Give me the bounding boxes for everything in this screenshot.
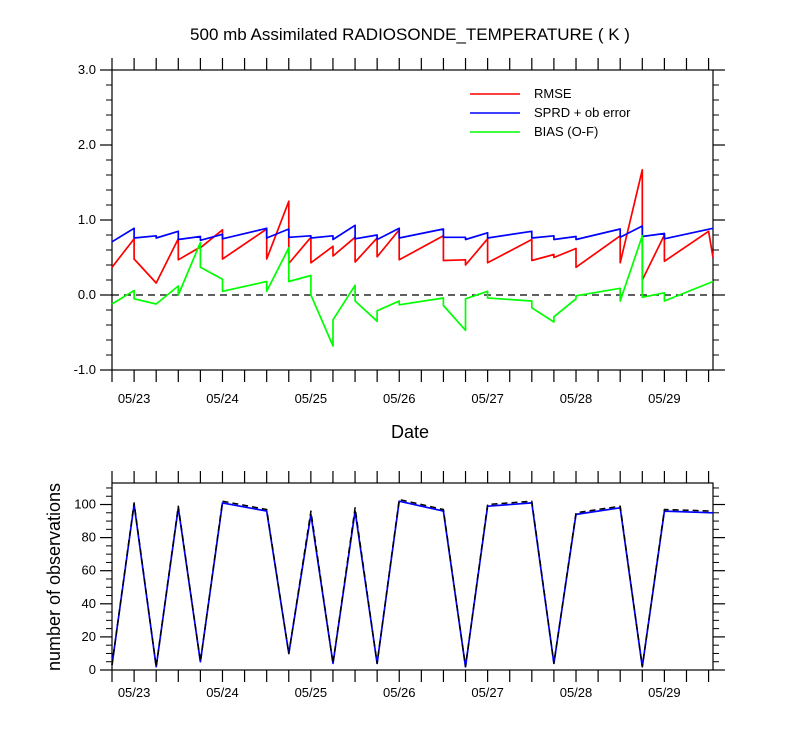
legend: RMSE SPRD + ob error BIAS (O-F) (470, 86, 631, 139)
main-y-tick-label: 2.0 (78, 137, 96, 152)
main-panel: 05/23 05/24 05/25 05/26 05/27 05/28 05/29 -1.0 0… (74, 58, 725, 406)
x-axis-label: Date (391, 422, 429, 442)
main-series-sprd-ob-error (111, 224, 714, 243)
obs-y-tick-label: 40 (82, 596, 96, 611)
obs-y-tick-label: 80 (82, 530, 96, 545)
obs-y-tick-label: 0 (89, 662, 96, 677)
obs-y-tick-label: 60 (82, 563, 96, 578)
obs-x-tick-label: 05/26 (383, 685, 416, 700)
obs-y-tick-label: 100 (74, 497, 96, 512)
chart-title: 500 mb Assimilated RADIOSONDE_TEMPERATUR… (190, 25, 630, 44)
obs-x-tick-label: 05/29 (648, 685, 681, 700)
main-x-tick-label: 05/24 (206, 391, 239, 406)
legend-label-rmse: RMSE (534, 86, 572, 101)
main-y-tick-label: 1.0 (78, 212, 96, 227)
obs-y-tick-label: 20 (82, 629, 96, 644)
main-series-bias-o-f (111, 234, 714, 347)
main-x-tick-label: 05/28 (560, 391, 593, 406)
obs-panel: 05/23 05/24 05/25 05/26 05/27 05/28 05/29 0 20 40… (74, 471, 725, 700)
chart-marks: 05/23 05/24 05/25 05/26 05/27 05/28 05/29 -1.0 0… (74, 58, 725, 700)
main-series-rmse (111, 168, 714, 284)
obs-x-tick-label: 05/24 (206, 685, 239, 700)
main-y-tick-label: 0.0 (78, 287, 96, 302)
main-x-tick-label: 05/27 (471, 391, 504, 406)
main-y-tick-label: 3.0 (78, 62, 96, 77)
obs-series-total (111, 498, 714, 668)
obs-x-tick-label: 05/25 (295, 685, 328, 700)
main-x-tick-label: 05/29 (648, 391, 681, 406)
main-x-tick-label: 05/23 (118, 391, 151, 406)
obs-plot-frame (111, 482, 714, 671)
main-y-tick-label: -1.0 (74, 362, 96, 377)
obs-x-tick-label: 05/27 (471, 685, 504, 700)
y-axis-label-observations: number of observations (44, 483, 64, 671)
legend-label-sprd: SPRD + ob error (534, 105, 631, 120)
obs-x-tick-label: 05/28 (560, 685, 593, 700)
legend-label-bias: BIAS (O-F) (534, 124, 598, 139)
obs-x-tick-label: 05/23 (118, 685, 151, 700)
main-x-tick-label: 05/26 (383, 391, 416, 406)
main-x-tick-label: 05/25 (295, 391, 328, 406)
